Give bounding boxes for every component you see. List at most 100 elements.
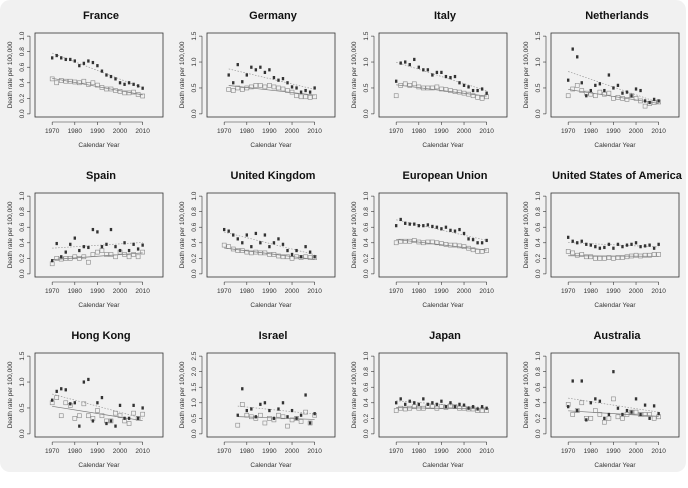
data-point-filled [286,415,289,419]
data-point-filled [476,241,479,245]
data-point-filled [60,255,63,259]
data-point-filled [141,406,144,410]
data-point-open [81,78,87,84]
data-point-open [570,86,576,92]
data-point-filled [630,94,633,98]
y-tick-label: 1.0 [363,351,370,360]
plot-frame [34,352,164,438]
data-point-open [398,83,404,88]
x-tick-label: 1990 [262,448,277,455]
y-tick-label: 0.5 [191,83,198,92]
data-point-filled [222,227,226,232]
data-point-filled [281,77,285,81]
data-point-filled [603,416,606,420]
data-point-open [104,252,109,257]
data-point-open [402,406,408,412]
data-point-filled [594,245,597,249]
data-point-open [475,94,480,100]
data-point-filled [625,90,629,94]
data-point-open [393,408,399,413]
data-point-open [579,88,585,93]
x-tick-label: 1980 [68,288,83,295]
plot-frame [206,192,336,278]
data-point-open [439,404,444,409]
data-point-open [461,90,467,96]
x-tick-label: 2010 [135,128,150,135]
data-point-filled [643,403,647,407]
data-point-open [416,405,422,411]
data-point-open [411,404,417,409]
data-point-open [122,90,127,96]
data-point-open [289,417,295,423]
y-tick-label: 0.0 [191,429,198,438]
x-tick-label: 1970 [45,288,60,295]
data-point-open [140,249,145,255]
trend-line-filled [568,397,659,413]
data-point-filled [417,402,421,406]
data-point-open [307,255,313,260]
y-tick-label: 1.0 [535,191,542,200]
trend-line-filled [396,400,487,409]
plot-frame [378,192,508,278]
data-point-filled [652,246,656,250]
data-point-filled [91,60,95,65]
y-tick-label: 0.8 [19,47,26,56]
data-point-filled [277,407,280,411]
data-point-filled [114,77,117,81]
data-point-filled [304,88,307,93]
y-axis-label: Death rate per 100,000 [7,201,14,268]
data-point-open [611,256,616,261]
data-point-open [285,254,290,260]
data-point-open [448,88,453,93]
data-point-filled [64,388,67,392]
data-point-filled [272,241,276,245]
data-point-filled [449,228,452,232]
data-point-filled [82,61,86,65]
data-point-filled [435,225,439,229]
data-point-open [633,252,639,258]
y-tick-label: 1.5 [363,31,370,40]
chart-panel: Japan 1970 1980 1990 2000 2010 Calendar Year 0.… [351,330,508,469]
data-point-filled [621,245,624,249]
x-tick-label: 1980 [68,448,83,455]
data-point-filled [413,57,416,62]
data-point-filled [78,424,81,428]
data-point-open [430,239,435,245]
data-point-open [411,81,417,87]
y-tick-label: 0.6 [191,222,198,231]
data-point-filled [268,68,271,72]
data-point-open [63,400,69,406]
data-point-open [656,414,661,420]
data-point-filled [476,407,479,411]
x-axis-label: Calendar Year [78,302,120,309]
x-tick-label: 1970 [45,448,60,455]
data-point-filled [462,231,466,236]
data-point-filled [440,399,443,403]
data-point-open [108,252,114,257]
data-point-filled [603,88,606,93]
data-point-filled [132,242,135,246]
data-point-filled [132,82,135,86]
data-point-filled [295,416,298,420]
data-point-filled [648,416,651,420]
data-point-open [90,252,96,257]
y-tick-label: 0.2 [19,93,26,102]
data-point-filled [100,395,104,400]
data-point-filled [462,403,466,407]
data-point-open [574,408,580,413]
data-point-open [271,252,277,257]
data-point-filled [607,73,611,77]
data-point-open [425,85,431,91]
y-tick-label: 0.0 [19,429,26,438]
x-tick-label: 2010 [307,448,322,455]
data-point-filled [580,239,583,243]
chart-title: Japan [429,330,461,342]
data-point-open [99,85,105,90]
data-point-filled [100,69,104,73]
data-point-filled [585,242,588,246]
x-tick-label: 1970 [217,128,232,135]
data-point-filled [480,405,484,409]
data-point-filled [313,255,316,259]
data-point-open [262,250,268,256]
y-tick-label: 0.5 [191,413,198,422]
